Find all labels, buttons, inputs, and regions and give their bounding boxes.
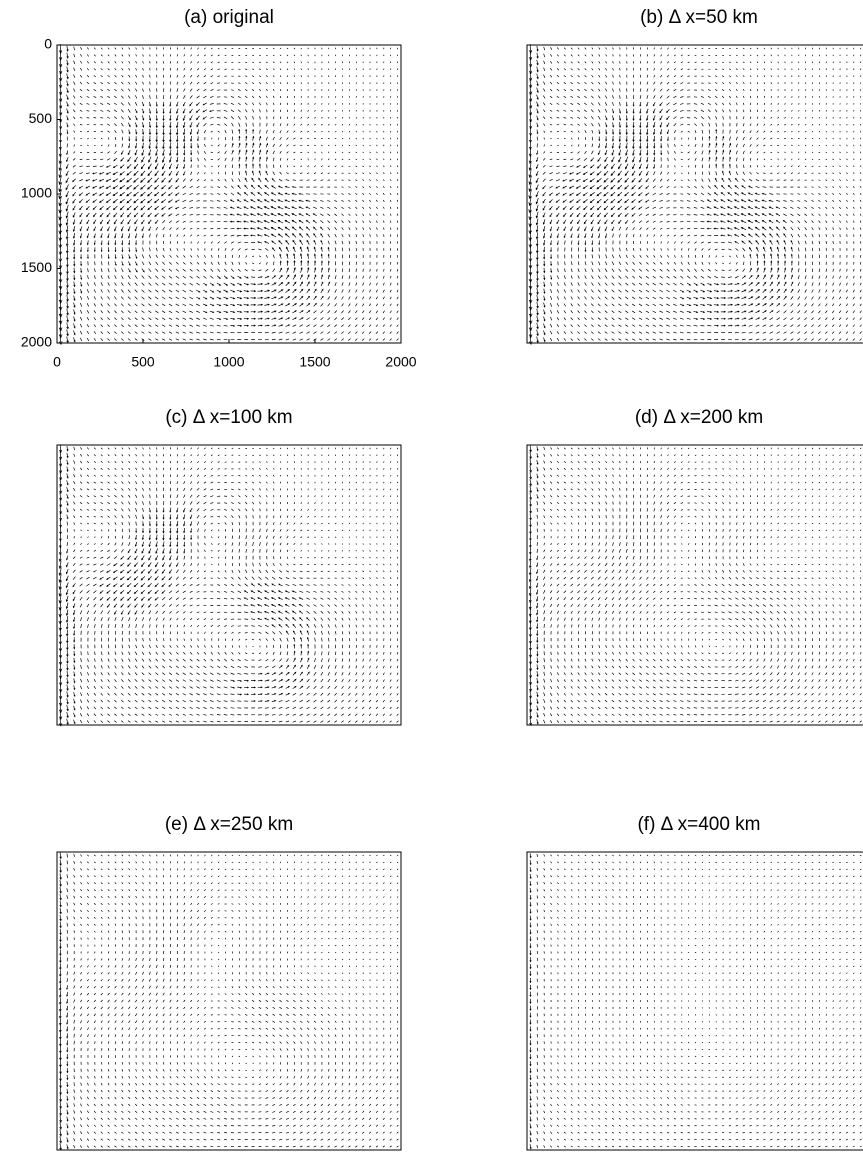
panel-title: (c) Δ x=100 km <box>165 407 292 428</box>
vector-field <box>529 445 863 725</box>
vector-field <box>59 444 399 726</box>
x-tick-label: 2000 <box>385 354 416 370</box>
panel-title: (b) Δ x=50 km <box>640 7 758 28</box>
x-tick-label: 1500 <box>299 354 330 370</box>
y-tick-label: 1500 <box>21 259 52 275</box>
panel-title: (d) Δ x=200 km <box>635 407 763 428</box>
panel-title: (f) Δ x=400 km <box>637 814 760 835</box>
y-tick-label: 2000 <box>21 334 52 350</box>
x-tick-label: 1000 <box>213 354 244 370</box>
vector-field <box>529 44 863 344</box>
panel-title: (e) Δ x=250 km <box>165 814 293 835</box>
panel-title: (a) original <box>184 7 274 28</box>
y-tick-label: 0 <box>44 36 52 52</box>
x-tick-label: 0 <box>53 354 61 370</box>
y-tick-label: 500 <box>29 110 53 126</box>
x-tick-label: 500 <box>131 354 155 370</box>
figure: (a) original0500100015002000050010001500… <box>0 0 863 1158</box>
vector-field <box>59 44 399 344</box>
vector-field <box>59 852 398 1149</box>
y-tick-label: 1000 <box>21 185 52 201</box>
vector-field <box>530 853 863 1149</box>
